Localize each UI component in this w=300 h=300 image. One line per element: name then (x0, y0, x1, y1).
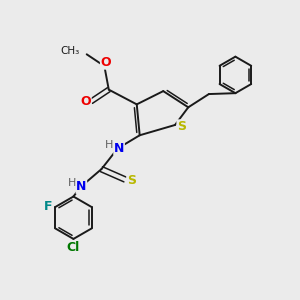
Text: O: O (80, 95, 91, 108)
Text: N: N (76, 180, 87, 193)
Text: Cl: Cl (67, 241, 80, 254)
Text: S: S (127, 174, 136, 188)
Text: H: H (68, 178, 76, 188)
Text: F: F (44, 200, 52, 213)
Text: CH₃: CH₃ (60, 46, 79, 56)
Text: N: N (114, 142, 124, 155)
Text: S: S (177, 120, 186, 133)
Text: H: H (105, 140, 113, 150)
Text: O: O (100, 56, 111, 69)
